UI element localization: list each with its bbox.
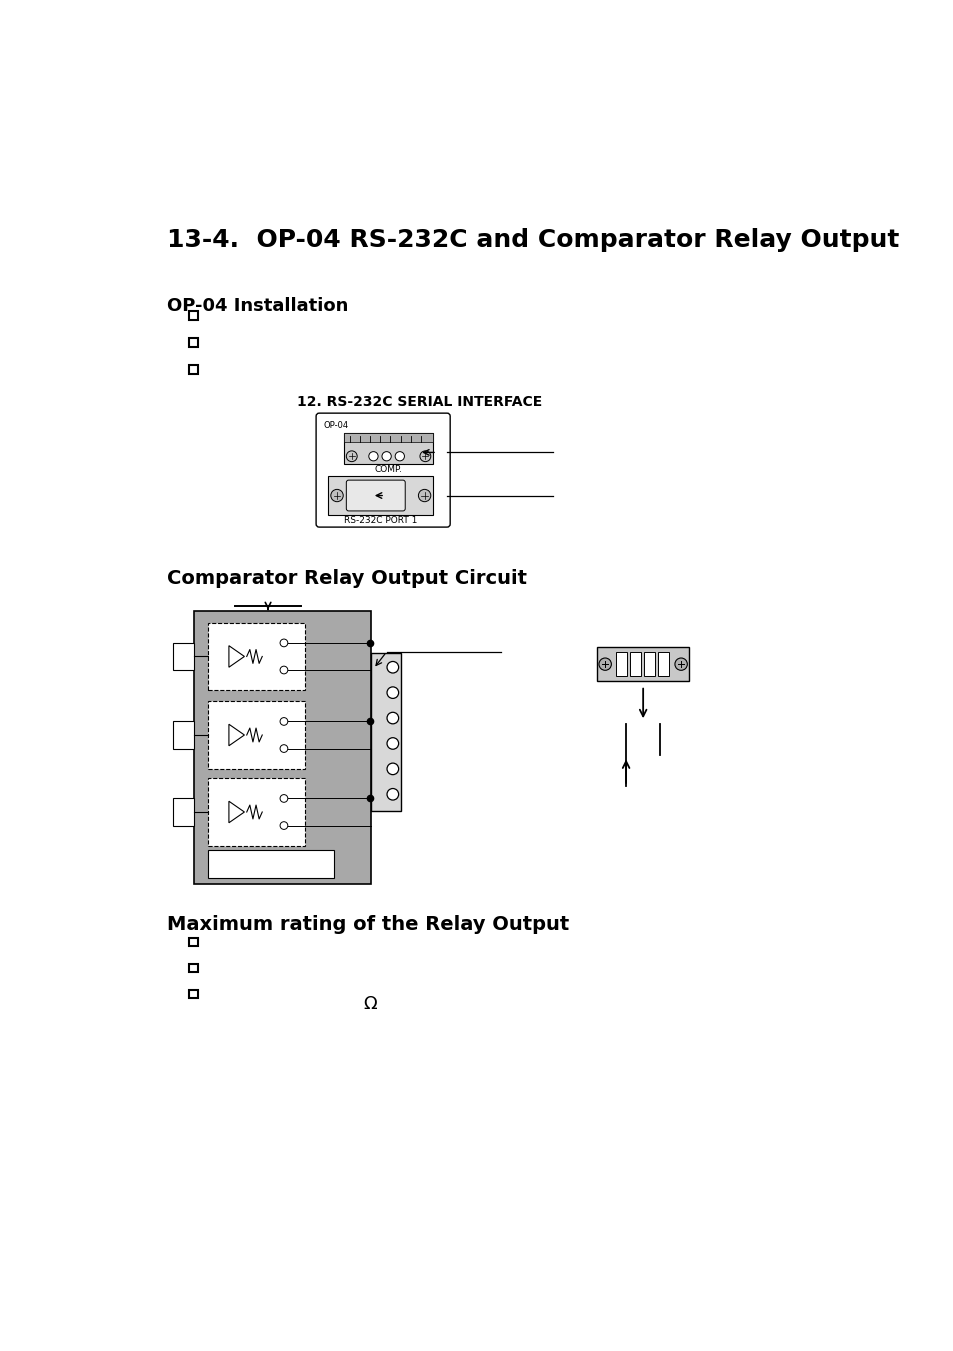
Circle shape (395, 451, 404, 461)
Text: RS-232C PORT 1: RS-232C PORT 1 (344, 516, 417, 526)
Circle shape (280, 666, 288, 674)
Bar (189, 312, 197, 320)
Bar (172, 721, 194, 748)
Text: 13-4.  OP-04 RS-232C and Comparator Relay Output: 13-4. OP-04 RS-232C and Comparator Relay… (167, 227, 899, 251)
Circle shape (280, 744, 288, 753)
Bar (328, 477, 433, 515)
Circle shape (387, 686, 398, 698)
Polygon shape (229, 801, 244, 823)
Bar (344, 434, 433, 463)
Text: OP-04 Installation: OP-04 Installation (167, 297, 348, 315)
Circle shape (387, 662, 398, 673)
Text: COMP.: COMP. (375, 466, 402, 474)
Circle shape (280, 639, 288, 647)
Bar (189, 938, 197, 946)
Bar (208, 623, 305, 690)
Bar (658, 651, 668, 677)
Circle shape (418, 489, 431, 501)
Text: Maximum rating of the Relay Output: Maximum rating of the Relay Output (167, 915, 569, 934)
Bar (371, 654, 400, 811)
Circle shape (387, 712, 398, 724)
Bar (344, 434, 433, 442)
Text: 12. RS-232C SERIAL INTERFACE: 12. RS-232C SERIAL INTERFACE (297, 396, 542, 409)
Text: OP-04: OP-04 (323, 422, 349, 430)
Circle shape (331, 489, 343, 501)
Circle shape (387, 789, 398, 800)
Polygon shape (229, 724, 244, 746)
Circle shape (280, 794, 288, 802)
FancyBboxPatch shape (315, 413, 450, 527)
Bar (189, 339, 197, 347)
Circle shape (598, 658, 611, 670)
Bar (208, 778, 305, 846)
Circle shape (381, 451, 391, 461)
Circle shape (346, 451, 356, 462)
Text: Ω: Ω (363, 996, 376, 1013)
Bar (208, 701, 305, 769)
Bar (172, 643, 194, 670)
Circle shape (387, 738, 398, 750)
Bar (189, 963, 197, 973)
Bar (616, 651, 626, 677)
Text: Comparator Relay Output Circuit: Comparator Relay Output Circuit (167, 569, 527, 588)
Bar (189, 365, 197, 374)
FancyBboxPatch shape (346, 480, 405, 511)
Bar (629, 651, 640, 677)
Bar (189, 990, 197, 998)
Circle shape (674, 658, 686, 670)
Circle shape (369, 451, 377, 461)
Bar (208, 851, 334, 878)
Bar (194, 611, 371, 885)
Polygon shape (229, 646, 244, 667)
Bar (643, 651, 654, 677)
Circle shape (280, 821, 288, 830)
Bar (172, 798, 194, 825)
Circle shape (280, 717, 288, 725)
Bar (597, 647, 688, 681)
Circle shape (387, 763, 398, 774)
Circle shape (419, 451, 431, 462)
